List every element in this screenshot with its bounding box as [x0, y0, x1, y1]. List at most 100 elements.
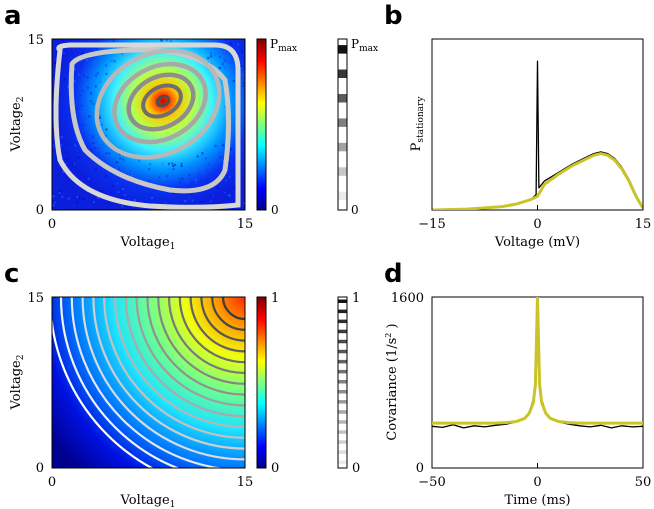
panel-label-c: c	[4, 259, 19, 289]
colorbar-c-color-top: 1	[271, 291, 279, 306]
xtick-c-left: 0	[48, 475, 56, 490]
noise-speck	[180, 165, 183, 167]
series-line-model	[432, 152, 643, 210]
xtick-b-left: −15	[418, 217, 445, 232]
ytick-a-bottom: 0	[36, 203, 44, 218]
noise-speck	[77, 156, 80, 159]
noise-speck	[230, 148, 232, 151]
noise-speck	[130, 174, 133, 177]
noise-speck	[228, 175, 231, 178]
noise-speck	[111, 185, 114, 188]
noise-speck	[94, 100, 97, 103]
noise-speck	[105, 128, 108, 131]
noise-speck	[122, 158, 125, 161]
noise-speck	[81, 124, 84, 127]
noise-speck	[194, 178, 197, 181]
noise-speck	[221, 63, 224, 66]
xlabel-b: Voltage (mV)	[494, 235, 580, 250]
noise-speck	[240, 65, 243, 68]
noise-speck	[90, 148, 93, 151]
noise-speck	[85, 59, 88, 61]
ylabel-d: Covariance (1/s2 )	[384, 323, 400, 440]
noise-speck	[121, 205, 124, 208]
noise-speck	[57, 164, 60, 167]
gray-step	[338, 299, 347, 303]
contour-a-5	[126, 72, 196, 132]
noise-speck	[60, 70, 63, 73]
noise-speck	[119, 157, 122, 160]
noise-speck	[120, 177, 123, 180]
noise-speck	[172, 164, 175, 167]
noise-speck	[230, 161, 233, 163]
gray-step	[338, 359, 347, 364]
noise-speck	[83, 101, 86, 104]
colorbar-c-gray-bottom: 0	[352, 461, 360, 476]
ytick-c-bottom: 0	[36, 461, 44, 476]
ylabel-a: Voltage2	[9, 97, 26, 153]
noise-speck	[95, 168, 97, 171]
noise-speck	[202, 159, 204, 162]
gray-step	[338, 167, 347, 176]
noise-speck	[178, 181, 181, 184]
noise-speck	[117, 191, 120, 194]
noise-speck	[221, 47, 224, 50]
noise-speck	[217, 160, 220, 163]
noise-speck	[236, 51, 239, 54]
noise-speck	[105, 64, 108, 67]
contour-a-outer	[53, 42, 241, 210]
colorbar-a-color-top: Pmax	[270, 37, 297, 54]
noise-speck	[174, 178, 177, 181]
noise-speck	[77, 106, 80, 109]
noise-speck	[238, 206, 241, 209]
noise-speck	[185, 192, 188, 195]
noise-speck	[76, 195, 79, 198]
noise-speck	[88, 204, 91, 207]
noise-speck	[52, 97, 55, 100]
noise-speck	[117, 167, 120, 170]
noise-speck	[75, 50, 78, 53]
colorbar-a-gray-bottom: 0	[351, 203, 359, 217]
xtick-d-left: −50	[418, 475, 445, 490]
noise-speck	[88, 164, 91, 167]
ylabel-c: Voltage2	[9, 355, 26, 411]
noise-speck	[171, 162, 174, 165]
noise-speck	[243, 147, 245, 150]
noise-speck	[151, 196, 153, 199]
noise-speck	[204, 148, 207, 151]
noise-speck	[211, 202, 213, 204]
noise-speck	[204, 157, 207, 160]
noise-speck	[115, 167, 118, 170]
contour-a-7	[155, 94, 171, 108]
noise-speck	[222, 144, 225, 147]
noise-speck	[100, 189, 103, 192]
gray-step	[338, 349, 347, 354]
ytick-a-top: 15	[27, 33, 44, 48]
noise-speck	[59, 207, 62, 210]
noise-speck	[140, 207, 143, 210]
noise-speck	[98, 115, 101, 118]
noise-speck	[229, 73, 232, 76]
noise-speck	[228, 162, 231, 165]
ytick-d-top: 1600	[391, 291, 424, 306]
xtick-d-right: 50	[635, 475, 652, 490]
noise-speck	[95, 145, 97, 147]
noise-speck	[227, 175, 230, 178]
gray-step	[338, 94, 347, 103]
noise-speck	[116, 182, 119, 185]
noise-speck	[101, 197, 104, 200]
noise-speck	[97, 197, 100, 199]
noise-speck	[243, 82, 245, 84]
noise-speck	[233, 187, 236, 190]
noise-speck	[105, 152, 108, 155]
xtick-b-mid: 0	[533, 217, 541, 232]
noise-speck	[90, 92, 93, 95]
contour-a-4	[112, 61, 208, 145]
noise-speck	[98, 117, 101, 119]
xtick-d-mid: 0	[533, 475, 541, 490]
noise-speck	[87, 177, 90, 180]
noise-speck	[115, 161, 118, 164]
noise-speck	[223, 191, 226, 194]
noise-speck	[56, 186, 59, 189]
noise-speck	[95, 74, 97, 77]
